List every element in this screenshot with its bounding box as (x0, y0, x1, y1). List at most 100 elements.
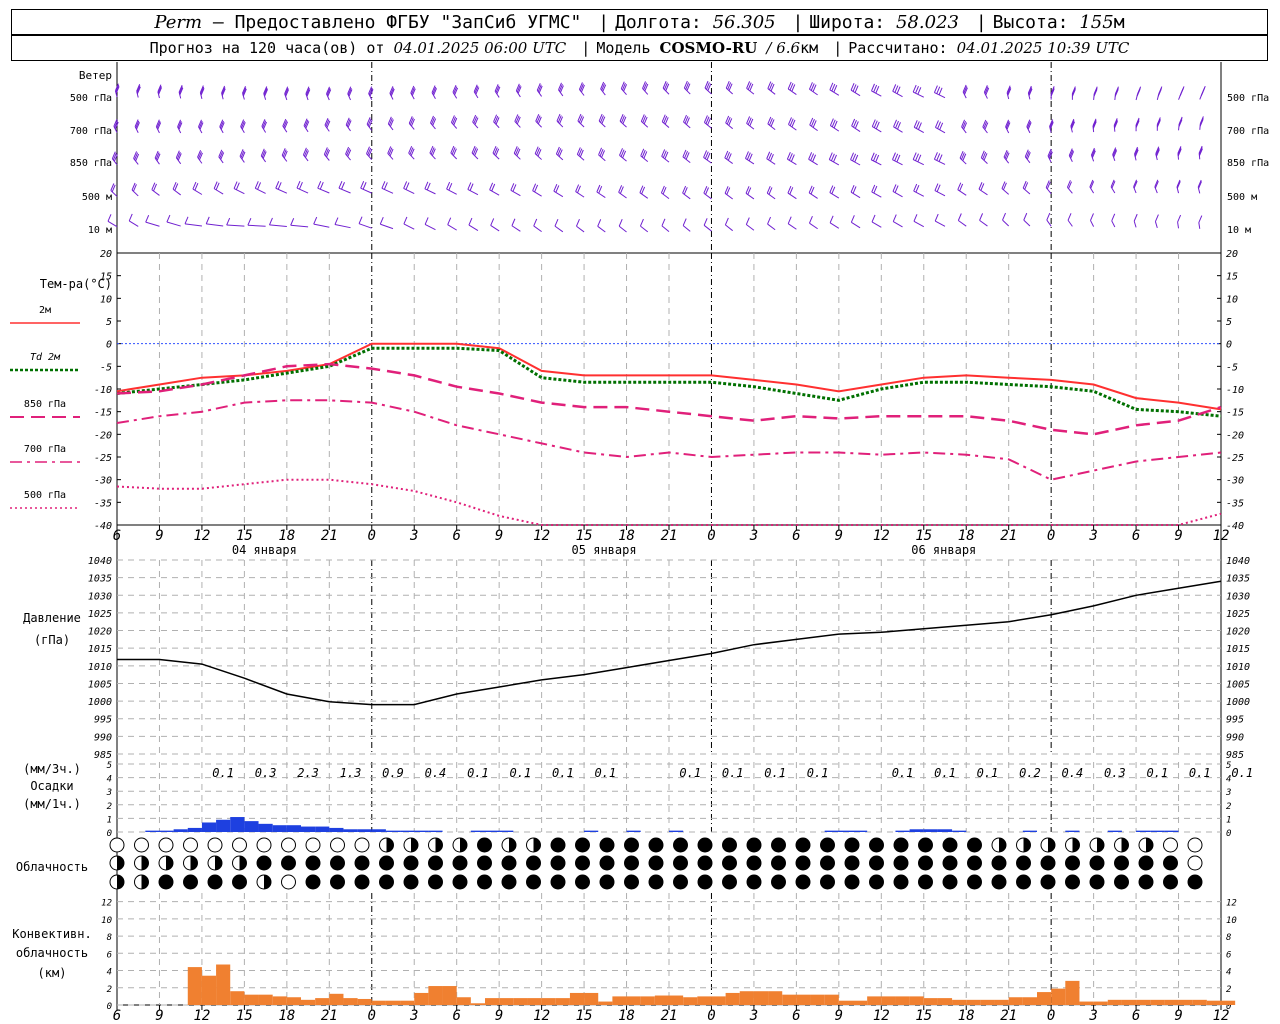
wind-barb (830, 125, 840, 132)
pressure-ytick: 1040 (1226, 556, 1250, 567)
wind-barb-feather (240, 150, 245, 158)
wind-barb-feather (934, 213, 939, 222)
wind-barb-feather (367, 147, 372, 156)
temp-ytick: -30 (1226, 476, 1244, 487)
precip-bar (216, 819, 231, 832)
wind-barb-feather (1090, 213, 1094, 221)
time-tick-label: 0 (368, 528, 376, 544)
wind-barb-feather (284, 121, 289, 129)
cloud-symbol (722, 837, 737, 853)
wind-barb-feather (957, 182, 962, 190)
time-tick-label: 21 (661, 528, 678, 544)
wind-barb-feather (1111, 181, 1116, 189)
precip-bar (1022, 830, 1037, 832)
wind-barb-feather (725, 80, 730, 89)
wind-barb (511, 225, 521, 232)
wind-barb-feather (432, 118, 437, 126)
cloud-symbol-half (386, 838, 394, 853)
temp-ytick: -30 (94, 476, 112, 487)
time-tick-label: 3 (1088, 528, 1097, 544)
wind-barb (829, 159, 840, 166)
wind-barb-feather (934, 183, 939, 191)
wind-barb-feather (724, 150, 729, 159)
wind-barb (424, 188, 436, 195)
cloud-symbol (991, 874, 1007, 890)
conv-bar (1008, 997, 1023, 1005)
wind-barb-feather (132, 184, 137, 192)
conv-bar (1037, 992, 1052, 1005)
wind-barb-feather (895, 120, 899, 129)
wind-barb-feather (980, 150, 985, 158)
wind-barb (913, 220, 925, 228)
time-tick-label: 6 (113, 528, 121, 544)
location-name: Perm (154, 12, 203, 33)
wind-barb-feather (1046, 181, 1051, 190)
cloud-symbol (281, 874, 296, 890)
wind-barb (766, 158, 776, 165)
legend-label: 850 гПа (24, 399, 66, 410)
wind-barb-feather (685, 117, 690, 125)
wind-barb (151, 189, 160, 196)
temp-ytick: -35 (94, 498, 112, 509)
wind-barb-feather (431, 85, 436, 93)
wind-barb-feather (1135, 117, 1140, 126)
conv-bar (1192, 999, 1207, 1005)
wind-barb-feather (200, 88, 205, 96)
wind-barb-feather (197, 150, 202, 158)
wind-barb-feather (283, 150, 288, 159)
temp-ytick: -40 (94, 521, 112, 532)
conv-bar (230, 991, 245, 1005)
wind-barb-feather (726, 151, 730, 160)
wind-barb-feather (151, 182, 156, 190)
wind-barb-feather (1071, 86, 1076, 94)
conv-bar (201, 975, 217, 1005)
wind-barb (745, 192, 755, 200)
wind-barb-feather (205, 216, 210, 225)
wind-barb-feather (450, 145, 455, 154)
wind-barb-feather (192, 181, 197, 190)
time-tick-label: 6 (113, 1008, 121, 1024)
cloud-symbol (918, 855, 933, 871)
wind-barb-feather (241, 120, 245, 129)
conv-bar (810, 994, 825, 1005)
wind-barb-feather (1022, 180, 1027, 189)
wind-barb-feather (747, 187, 752, 195)
wind-barb-feather (768, 152, 773, 161)
cloud-symbol (599, 874, 615, 890)
wind-barb-feather (850, 83, 855, 91)
wind-barb (380, 223, 394, 230)
wind-barb (338, 187, 351, 194)
precip-ytick: 4 (107, 775, 112, 785)
wind-barb-feather (912, 152, 917, 160)
wind-level-label: 10 м (88, 225, 112, 236)
wind-barb (979, 219, 988, 227)
temp-ytick: 0 (1226, 340, 1232, 351)
wind-barb-feather (366, 117, 371, 125)
wind-barb-feather (685, 152, 690, 160)
wind-barb-feather (706, 152, 711, 161)
time-tick-label: 3 (749, 1008, 758, 1024)
wind-barb-feather (262, 120, 267, 128)
precip-3h-label: 1.3 (340, 766, 362, 780)
precip-ytick: 2 (107, 802, 112, 812)
conv-ytick: 2 (107, 985, 112, 995)
time-tick-label: 3 (1088, 1008, 1097, 1024)
wind-barb-feather (596, 184, 601, 193)
precip-bar (499, 830, 514, 832)
wind-barb-feather (853, 120, 857, 128)
wind-barb-feather (1135, 119, 1140, 127)
time-tick-label: 18 (618, 1008, 635, 1024)
cloud-symbol (697, 855, 713, 871)
wind-barb (269, 224, 287, 228)
wind-barb-feather (221, 87, 226, 95)
pressure-line (117, 580, 1222, 706)
conv-bar (626, 996, 641, 1005)
cloud-symbol (207, 837, 223, 853)
wind-barb-feather (852, 153, 857, 162)
wind-barb-feather (388, 117, 393, 126)
wind-barb-feather (405, 182, 410, 190)
wind-barb-feather (345, 117, 350, 125)
alt-unit: м (1113, 12, 1125, 33)
wind-barb (358, 223, 372, 229)
wind-barb-feather (113, 119, 118, 127)
